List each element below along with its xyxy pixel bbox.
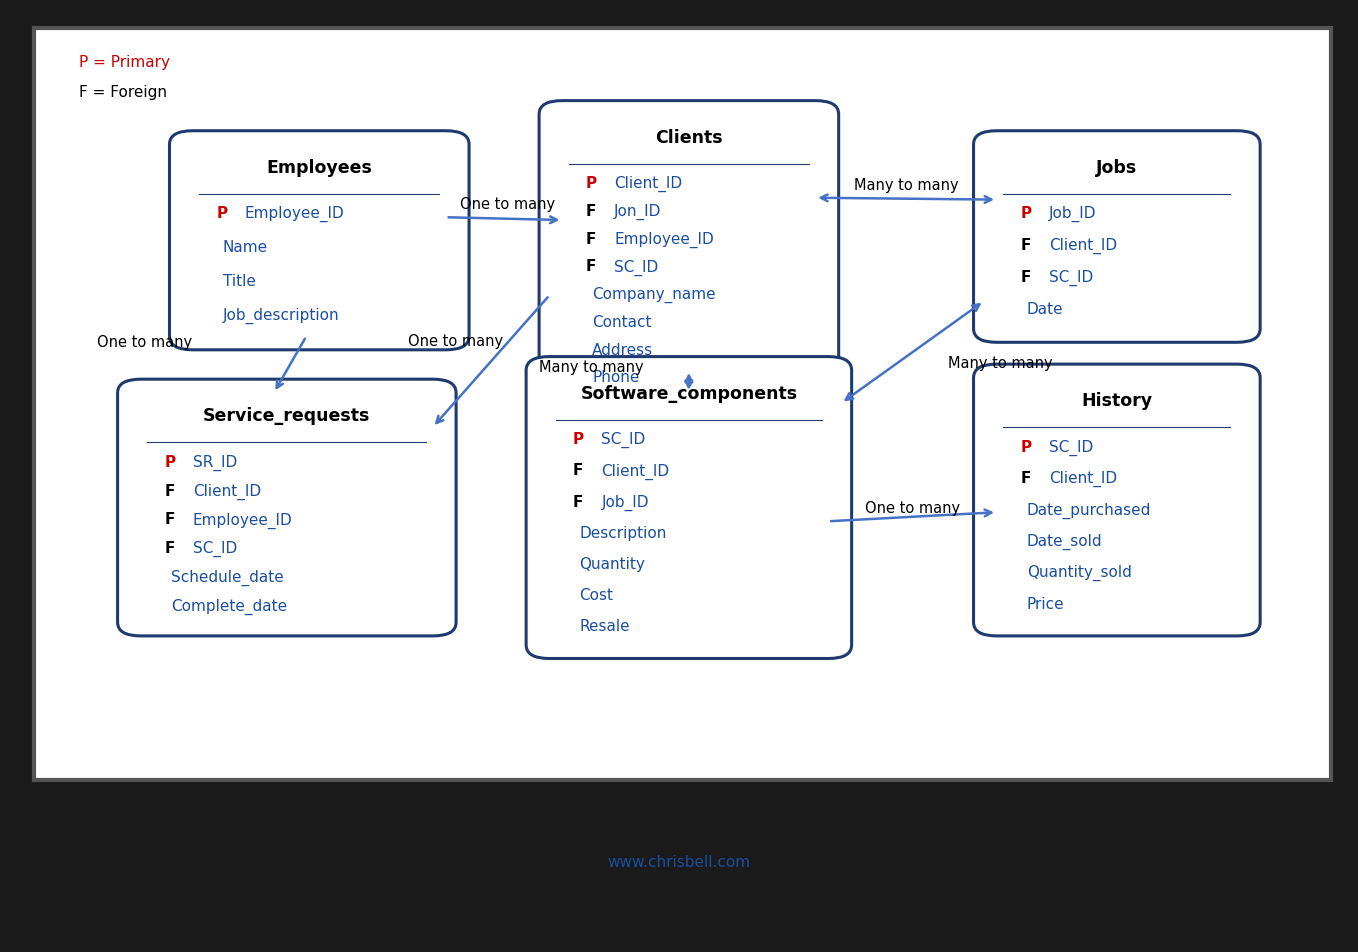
Text: P: P [164, 454, 175, 469]
Text: P: P [585, 176, 598, 191]
Text: P: P [1020, 439, 1031, 454]
Text: F: F [585, 259, 596, 274]
Text: F: F [1020, 470, 1031, 486]
Text: P: P [216, 206, 227, 221]
FancyBboxPatch shape [118, 380, 456, 636]
Text: SC_ID: SC_ID [193, 541, 238, 557]
Text: History: History [1081, 392, 1153, 409]
Text: Description: Description [580, 526, 667, 540]
Text: Client_ID: Client_ID [614, 176, 683, 192]
Text: F: F [1020, 238, 1031, 253]
Text: Price: Price [1027, 596, 1065, 611]
Text: P: P [573, 431, 584, 446]
Text: Quantity_sold: Quantity_sold [1027, 565, 1131, 581]
Text: SC_ID: SC_ID [614, 259, 659, 275]
Text: F: F [585, 204, 596, 219]
Text: Phone: Phone [592, 370, 640, 385]
Text: F: F [573, 463, 583, 478]
FancyBboxPatch shape [34, 29, 1331, 781]
FancyBboxPatch shape [974, 365, 1260, 636]
Text: Job_ID: Job_ID [1048, 206, 1096, 222]
Text: Address: Address [592, 343, 653, 357]
Text: SC_ID: SC_ID [1048, 270, 1093, 287]
Text: F: F [585, 231, 596, 247]
Text: Many to many: Many to many [539, 360, 644, 374]
Text: www.chrisbell.com: www.chrisbell.com [607, 854, 751, 869]
Text: SR_ID: SR_ID [193, 454, 238, 470]
Text: Company_name: Company_name [592, 287, 716, 303]
Text: Client_ID: Client_ID [1048, 470, 1116, 486]
Text: Cost: Cost [580, 587, 614, 603]
Text: Resale: Resale [580, 619, 630, 634]
Text: Clients: Clients [655, 129, 722, 147]
Text: Complete_date: Complete_date [171, 599, 287, 615]
Text: P = Primary: P = Primary [79, 55, 170, 69]
Text: Job_ID: Job_ID [602, 494, 649, 510]
Text: F: F [164, 483, 175, 498]
Text: F: F [164, 541, 175, 556]
Text: Employee_ID: Employee_ID [614, 231, 714, 248]
Text: F = Foreign: F = Foreign [79, 85, 167, 100]
Text: F: F [164, 512, 175, 526]
Text: One to many: One to many [460, 197, 555, 212]
Text: Employee_ID: Employee_ID [244, 206, 345, 222]
Text: Many to many: Many to many [948, 356, 1052, 370]
Text: SC_ID: SC_ID [602, 431, 645, 447]
Text: Employees: Employees [266, 159, 372, 177]
FancyBboxPatch shape [170, 131, 469, 350]
Text: One to many: One to many [865, 501, 960, 516]
Text: Client_ID: Client_ID [193, 483, 261, 499]
Text: Date_purchased: Date_purchased [1027, 502, 1152, 518]
FancyBboxPatch shape [539, 102, 839, 407]
Text: Many to many: Many to many [854, 177, 959, 192]
Text: Quantity: Quantity [580, 556, 645, 571]
Text: Software_components: Software_components [580, 385, 797, 403]
Text: Client_ID: Client_ID [1048, 238, 1116, 254]
Text: Job_description: Job_description [223, 307, 340, 324]
Text: Date: Date [1027, 302, 1063, 317]
Text: Date_sold: Date_sold [1027, 533, 1103, 549]
Text: One to many: One to many [407, 333, 502, 348]
Text: Name: Name [223, 240, 268, 255]
Text: Jobs: Jobs [1096, 159, 1138, 177]
Text: Contact: Contact [592, 314, 652, 329]
Text: One to many: One to many [96, 335, 191, 350]
FancyBboxPatch shape [526, 357, 851, 659]
Text: F: F [573, 494, 583, 509]
Text: P: P [1020, 206, 1031, 221]
Text: Client_ID: Client_ID [602, 463, 669, 479]
Text: Jon_ID: Jon_ID [614, 204, 661, 220]
FancyBboxPatch shape [974, 131, 1260, 343]
Text: SC_ID: SC_ID [1048, 439, 1093, 455]
Text: Employee_ID: Employee_ID [193, 512, 292, 528]
Text: Service_requests: Service_requests [204, 407, 371, 425]
Text: Title: Title [223, 274, 255, 288]
Text: Schedule_date: Schedule_date [171, 569, 284, 585]
Text: F: F [1020, 270, 1031, 285]
